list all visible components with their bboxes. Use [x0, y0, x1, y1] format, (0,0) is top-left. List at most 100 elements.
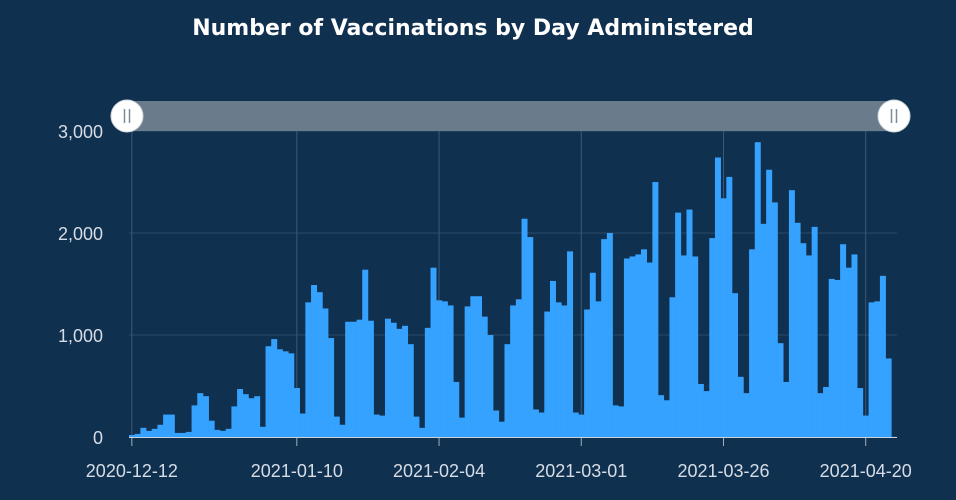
bar	[379, 415, 386, 437]
bar	[185, 431, 192, 437]
bar	[840, 244, 847, 437]
bar	[527, 237, 534, 437]
bar	[276, 349, 283, 437]
bar	[697, 383, 704, 437]
bar	[618, 406, 625, 437]
bar	[464, 306, 471, 437]
bar	[885, 358, 892, 437]
bar	[561, 305, 568, 437]
bar	[191, 405, 198, 437]
bar	[140, 427, 147, 437]
bar	[402, 325, 409, 437]
bar	[453, 381, 460, 437]
bar	[356, 319, 363, 437]
bar	[293, 388, 300, 437]
bar	[658, 395, 665, 437]
bar	[225, 428, 232, 437]
bar	[663, 400, 670, 437]
bar	[874, 301, 881, 437]
bar	[237, 389, 244, 437]
bar	[390, 322, 397, 437]
bar	[777, 343, 784, 437]
bar	[584, 309, 591, 437]
bar	[436, 300, 443, 437]
range-end-handle[interactable]	[877, 99, 911, 133]
bar	[322, 308, 329, 437]
bar	[743, 393, 750, 437]
x-tick-label: 2021-04-20	[820, 461, 912, 481]
bar	[555, 302, 562, 437]
bar	[339, 424, 346, 437]
bar	[538, 412, 545, 437]
bar	[567, 251, 574, 437]
bar	[601, 239, 608, 437]
bar	[823, 387, 830, 437]
bar	[595, 301, 602, 437]
bar	[197, 393, 204, 437]
bar	[805, 255, 812, 437]
bar	[168, 414, 175, 437]
bar	[766, 169, 773, 437]
bar	[476, 296, 483, 437]
bar	[214, 429, 221, 437]
bar	[163, 414, 170, 437]
bar	[430, 267, 437, 437]
bar	[788, 190, 795, 437]
bar	[458, 417, 465, 437]
bar	[868, 302, 875, 437]
range-selector[interactable]	[110, 99, 911, 133]
bar	[447, 305, 454, 437]
bar	[129, 434, 135, 437]
bar	[367, 320, 374, 437]
y-tick-label: 0	[93, 428, 103, 448]
x-axis-ticks: 2020-12-12 2021-01-10 2021-02-04 2021-03-01…	[86, 461, 912, 481]
x-tick-label: 2020-12-12	[86, 461, 178, 481]
bar	[146, 430, 153, 437]
chart-title: Number of Vaccinations by Day Administer…	[192, 16, 754, 41]
range-start-handle[interactable]	[110, 99, 144, 133]
bar	[259, 426, 266, 437]
bar	[680, 255, 687, 437]
x-tick-label: 2021-02-04	[393, 461, 485, 481]
bar	[771, 202, 778, 437]
bar	[441, 301, 448, 437]
x-tick-label: 2021-03-01	[535, 461, 627, 481]
bar	[549, 280, 556, 437]
bar	[407, 344, 414, 437]
bar	[532, 409, 539, 437]
bar	[686, 209, 693, 437]
bar	[646, 262, 653, 437]
bar	[311, 285, 318, 437]
bar	[521, 218, 528, 437]
bar	[396, 328, 403, 437]
bar	[345, 321, 352, 437]
bar	[288, 353, 295, 437]
bar	[800, 243, 807, 437]
bar	[845, 267, 852, 437]
bar	[362, 269, 369, 437]
bar	[481, 316, 488, 437]
bar	[515, 299, 522, 437]
bar	[265, 346, 272, 437]
bar	[879, 275, 886, 437]
bar	[726, 176, 733, 437]
bar	[282, 351, 289, 437]
bar	[629, 256, 636, 437]
x-tick-label: 2021-01-10	[251, 461, 343, 481]
bar	[231, 406, 238, 437]
bar	[151, 428, 158, 437]
bar	[305, 302, 312, 437]
bar	[180, 432, 187, 437]
bar	[623, 258, 630, 437]
bar	[208, 420, 215, 437]
bar	[544, 311, 551, 437]
bar	[709, 238, 716, 437]
bar	[862, 415, 869, 437]
bar	[737, 376, 744, 437]
bar	[720, 198, 727, 437]
range-selector-track	[129, 101, 894, 131]
bar	[612, 405, 619, 437]
bar	[413, 416, 420, 437]
